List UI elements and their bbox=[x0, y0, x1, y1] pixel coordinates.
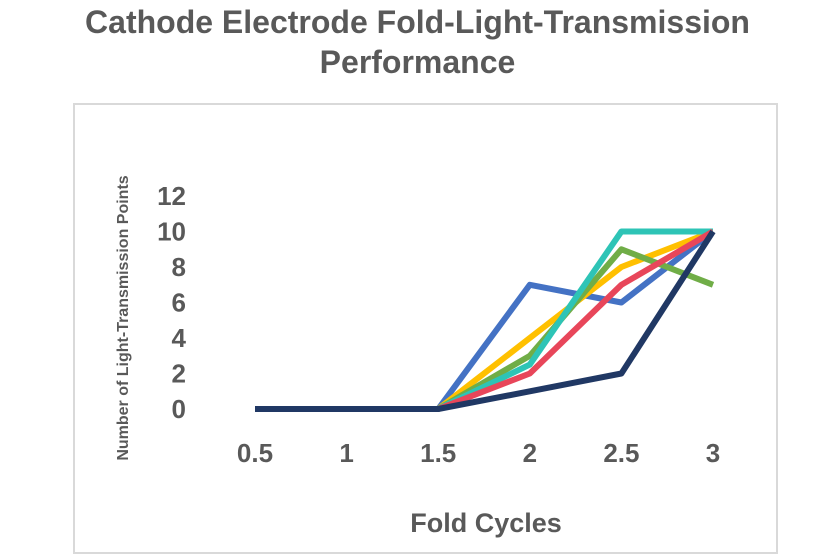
y-tick-label: 10 bbox=[157, 217, 186, 247]
chart-title: Cathode Electrode Fold-Light-Transmissio… bbox=[85, 4, 750, 80]
x-tick-label: 2.5 bbox=[603, 438, 639, 468]
x-tick-label: 1.5 bbox=[420, 438, 456, 468]
x-tick-label: 1 bbox=[339, 438, 353, 468]
y-tick-label: 2 bbox=[172, 359, 186, 389]
chart-frame bbox=[73, 103, 778, 554]
x-axis-label: Fold Cycles bbox=[410, 508, 562, 538]
y-tick-layer: 0 2 4 6 8 10 12 bbox=[157, 181, 186, 424]
y-axis-label: Number of Light-Transmission Points bbox=[115, 175, 132, 460]
series-line-6 bbox=[255, 229, 716, 412]
y-tick-label: 12 bbox=[157, 181, 186, 211]
x-tick-label: 0.5 bbox=[237, 438, 273, 468]
x-tick-label: 3 bbox=[706, 438, 720, 468]
y-tick-label: 0 bbox=[172, 394, 186, 424]
y-tick-label: 4 bbox=[172, 323, 187, 353]
x-tick-layer: 0.5 1 1.5 2 2.5 3 bbox=[237, 438, 720, 468]
x-tick-label: 2 bbox=[523, 438, 537, 468]
series-layer bbox=[255, 228, 716, 412]
y-tick-label: 6 bbox=[172, 288, 186, 318]
y-tick-label: 8 bbox=[172, 252, 186, 282]
